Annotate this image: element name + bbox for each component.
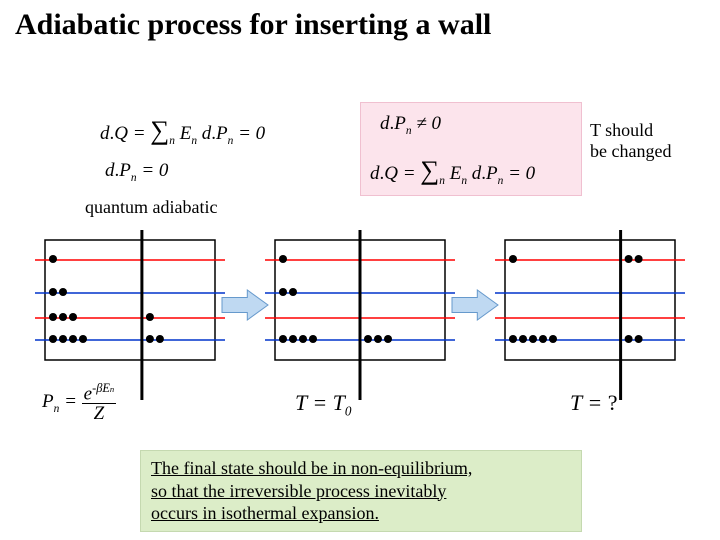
equation-dP_left: d.Pn = 0	[105, 160, 168, 184]
caption-t-should-be-changed: T should be changed	[590, 120, 671, 162]
energy-level-diagrams	[0, 225, 720, 425]
caption-quantum-adiabatic: quantum adiabatic	[85, 197, 217, 218]
equation-dQ_right: d.Q = ∑n En d.Pn = 0	[370, 155, 535, 187]
slide-title: Adiabatic process for inserting a wall	[15, 8, 491, 42]
box-2	[265, 230, 455, 400]
box-3	[495, 230, 685, 400]
footnote: The final state should be in non-equilib…	[140, 450, 582, 532]
equation-dP_right: d.Pn ≠ 0	[380, 113, 441, 137]
box-1	[35, 230, 225, 400]
arrow-2	[452, 290, 498, 320]
arrow-1	[222, 290, 268, 320]
equation-dQ_left: d.Q = ∑n En d.Pn = 0	[100, 115, 265, 147]
